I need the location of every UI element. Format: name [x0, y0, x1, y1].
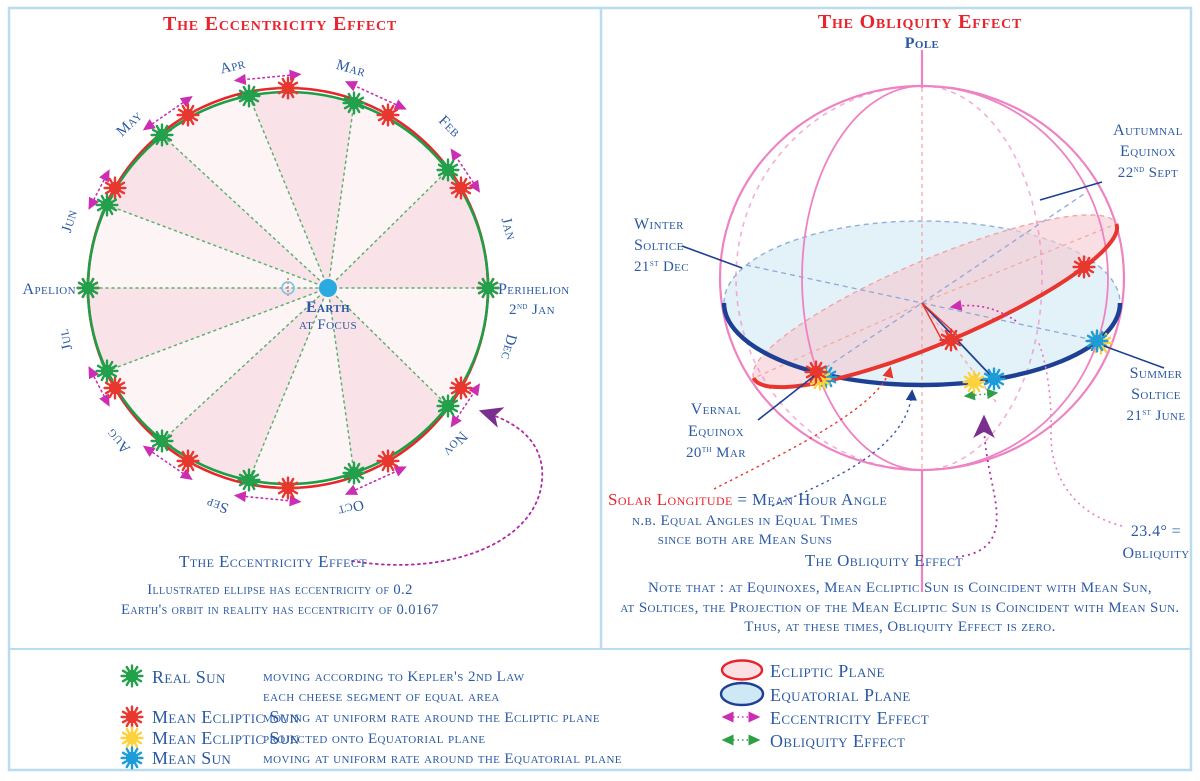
legend-mean-ecliptic-sun: Mean Ecliptic Sun — [152, 707, 300, 727]
month-oct: Oct — [336, 496, 365, 519]
svg-text:Soltice: Soltice — [1131, 386, 1181, 403]
perihelion-label: Perihelion — [498, 281, 570, 298]
ellipse-centre-marker — [281, 278, 295, 298]
obliquity-effect-label: The Obliquity Effect — [805, 551, 963, 570]
legend-ecliptic-plane: Ecliptic Plane — [770, 661, 885, 681]
label-pointers — [681, 181, 1165, 421]
legend-sun-icons — [120, 664, 144, 770]
ecliptic-plane-icon — [720, 659, 764, 681]
celestial-sphere — [718, 50, 1126, 592]
perihelion-date: 2nd Jan — [509, 301, 555, 318]
frame — [7, 6, 1193, 772]
summer-solstice-label: Summer — [1130, 365, 1183, 382]
legend-real-sun: Real Sun — [152, 667, 226, 687]
legend-obliquity-effect: Obliquity Effect — [770, 731, 905, 751]
svg-text:Equinox: Equinox — [688, 423, 744, 440]
month-may: May — [113, 108, 145, 140]
winter-solstice-label: Winter — [634, 216, 684, 233]
legend-eccentricity-effect: Eccentricity Effect — [770, 708, 929, 728]
hour-angle-arrow — [949, 299, 1017, 322]
legend-mean-ecliptic-sun2: Mean Ecliptic Sun — [152, 728, 300, 748]
legend-equatorial-plane: Equatorial Plane — [770, 685, 911, 705]
legend-mean-ecliptic2-desc: projected onto Equatorial plane — [263, 731, 485, 747]
legend-mean-sun-desc: moving at uniform rate around the Equato… — [263, 751, 622, 767]
summer-solstice-date: 21st June — [1127, 407, 1186, 424]
month-dec: Dec — [497, 332, 519, 361]
month-mar: Mar — [334, 57, 367, 81]
month-aug: Aug — [103, 425, 134, 456]
mean-ecliptic-sun-icon — [120, 705, 144, 729]
apelion-label: Apelion — [23, 281, 76, 298]
meridian-back-1 — [921, 85, 1043, 471]
obliquity-angle-pointer — [1037, 340, 1123, 527]
earth-label: Earth — [306, 299, 350, 316]
month-jul: Jul — [56, 327, 76, 352]
at-focus-label: at Focus — [299, 317, 357, 333]
legend-real-sun-desc1: moving according to Kepler's 2nd Law — [263, 669, 525, 685]
legend: Real Sun moving according to Kepler's 2n… — [120, 659, 929, 770]
obliquity-note-1: Note that : at Equinoxes, Mean Ecliptic … — [648, 580, 1152, 596]
eccentricity-panel: The Eccentricity Effect — [23, 13, 570, 618]
eccentricity-caption-1: Illustrated ellipse has eccentricity of … — [147, 582, 413, 598]
meridian-back-2 — [735, 85, 923, 471]
autumnal-equinox-date: 22nd Sept — [1118, 164, 1178, 181]
autumnal-equinox-label: Autumnal — [1113, 122, 1183, 139]
orbit-wedges — [88, 92, 489, 484]
month-feb: Feb — [435, 113, 463, 141]
earth-dot — [319, 279, 337, 297]
equal-angles-note: n.b. Equal Angles in Equal Times — [632, 513, 858, 529]
obliquity-title: The Obliquity Effect — [818, 11, 1022, 33]
equinox-axis — [817, 191, 1088, 374]
obliquity-note-2: at Soltices, the Projection of the Mean … — [620, 600, 1179, 616]
mean-hour-angle-pointer — [771, 389, 917, 507]
ecliptic-plane — [752, 214, 1118, 388]
month-jun: Jun — [59, 208, 81, 235]
solar-longitude-label: Solar Longitude = Mean Hour Angle — [608, 490, 887, 509]
legend-mean-sun: Mean Sun — [152, 748, 231, 768]
svg-text:since both are Mean Suns: since both are Mean Suns — [658, 532, 833, 548]
pole-label: Pole — [905, 35, 940, 52]
legend-real-sun-desc2: each cheese segment of equal area — [263, 689, 500, 705]
month-apr: Apr — [219, 56, 248, 78]
meridian-front-2 — [921, 85, 1109, 471]
kepler-radii — [87, 95, 489, 481]
mean-sun-icon — [120, 746, 144, 770]
vernal-equinox-label: Vernal — [691, 401, 742, 418]
obliquity-offset-arrow — [963, 388, 999, 401]
month-nov: Nov — [439, 428, 470, 459]
solar-longitude-pointer — [713, 366, 894, 490]
vernal-equinox-date: 20th Mar — [686, 444, 746, 461]
eccentricity-effect-pointer — [351, 407, 543, 566]
month-sep: Sep — [204, 494, 230, 516]
legend-mean-ecliptic-desc: moving at uniform rate around the Eclipt… — [263, 710, 600, 726]
projected-sun-icon — [120, 726, 144, 750]
obliquity-panel: The Obliquity Effect Pole — [608, 11, 1189, 635]
equatorial-plane-icon — [719, 681, 765, 707]
eccentricity-caption-2: Earth's orbit in reality has eccentricit… — [121, 602, 439, 618]
real-sun-icon — [120, 664, 144, 688]
month-jan: Jan — [498, 216, 519, 242]
obliquity-angle-value: 23.4° = — [1131, 523, 1181, 540]
eccentricity-effect-label: Tthe Eccentricity Effect — [179, 552, 367, 571]
obliquity-effect-pointer — [955, 414, 998, 558]
sphere-labels: Winter Soltice 21st Dec Autumnal Equinox… — [608, 122, 1189, 635]
obliquity-note-3: Thus, at these times, Obliquity Effect i… — [744, 619, 1056, 635]
svg-text:Soltice: Soltice — [634, 237, 684, 254]
svg-text:Equinox: Equinox — [1120, 143, 1176, 160]
meridian-front-1 — [801, 85, 923, 471]
svg-text:Obliquity: Obliquity — [1122, 545, 1189, 562]
winter-solstice-date: 21st Dec — [634, 258, 689, 275]
eccentricity-title: The Eccentricity Effect — [163, 13, 397, 35]
eccentricity-offset-arrows — [88, 69, 481, 507]
